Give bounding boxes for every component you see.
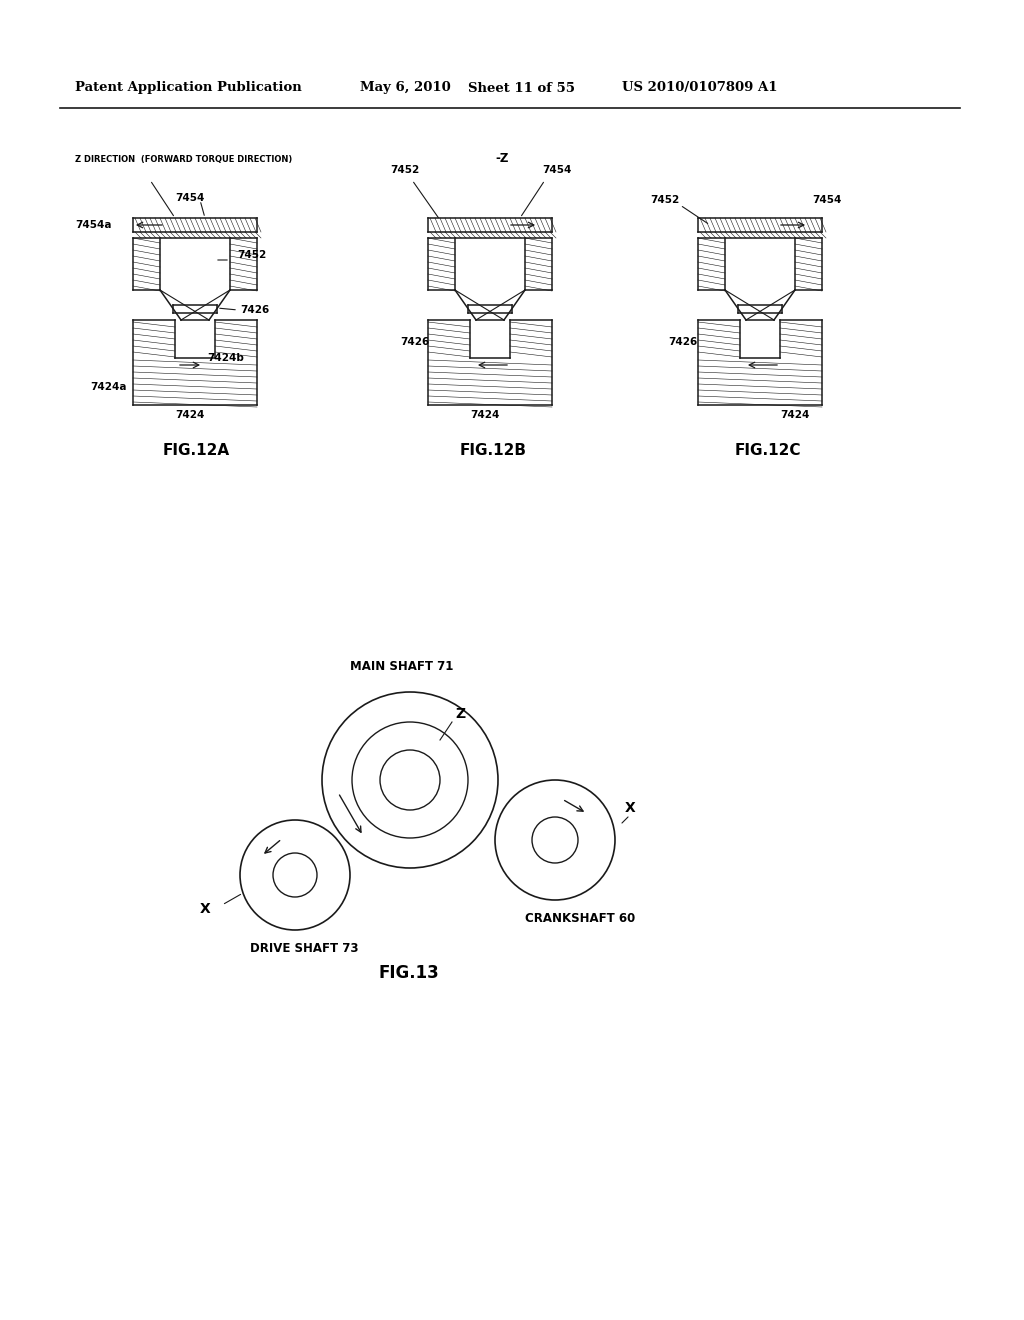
Text: 7424: 7424 xyxy=(470,411,500,420)
Text: Sheet 11 of 55: Sheet 11 of 55 xyxy=(468,82,575,95)
Text: FIG.12C: FIG.12C xyxy=(735,444,802,458)
Text: 7424: 7424 xyxy=(175,411,205,420)
Text: FIG.12B: FIG.12B xyxy=(460,444,527,458)
Text: 7426: 7426 xyxy=(400,337,429,347)
Text: -Z: -Z xyxy=(495,152,508,165)
Text: 7454a: 7454a xyxy=(75,220,112,230)
Text: US 2010/0107809 A1: US 2010/0107809 A1 xyxy=(622,82,777,95)
Text: FIG.12A: FIG.12A xyxy=(163,444,230,458)
Text: CRANKSHAFT 60: CRANKSHAFT 60 xyxy=(525,912,635,925)
Text: 7454: 7454 xyxy=(812,195,842,205)
Text: MAIN SHAFT 71: MAIN SHAFT 71 xyxy=(350,660,454,673)
Text: 7424: 7424 xyxy=(780,411,809,420)
Text: 7452: 7452 xyxy=(237,249,266,260)
Text: X: X xyxy=(625,801,636,814)
Text: Z DIRECTION  (FORWARD TORQUE DIRECTION): Z DIRECTION (FORWARD TORQUE DIRECTION) xyxy=(75,154,292,164)
Text: X: X xyxy=(200,902,211,916)
Text: 7452: 7452 xyxy=(390,165,419,176)
Text: FIG.13: FIG.13 xyxy=(378,964,438,982)
Text: 7426: 7426 xyxy=(240,305,269,315)
Text: 7424b: 7424b xyxy=(207,352,244,363)
Text: May 6, 2010: May 6, 2010 xyxy=(360,82,451,95)
Text: 7454: 7454 xyxy=(175,193,205,203)
Text: DRIVE SHAFT 73: DRIVE SHAFT 73 xyxy=(250,942,358,954)
Text: 7454: 7454 xyxy=(542,165,571,176)
Text: Z: Z xyxy=(455,708,465,721)
Text: Patent Application Publication: Patent Application Publication xyxy=(75,82,302,95)
Text: 7452: 7452 xyxy=(650,195,679,205)
Text: 7424a: 7424a xyxy=(90,381,127,392)
Text: 7426: 7426 xyxy=(668,337,697,347)
